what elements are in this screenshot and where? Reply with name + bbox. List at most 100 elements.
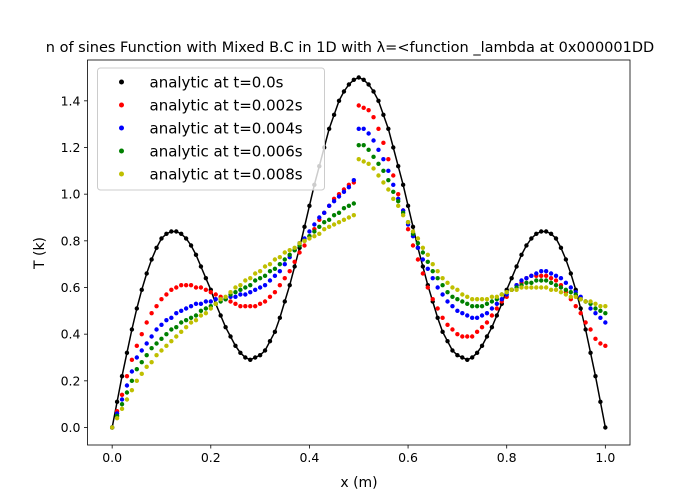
data-point bbox=[455, 308, 460, 314]
data-point bbox=[346, 215, 352, 220]
x-tick-label: 1.0 bbox=[595, 450, 615, 465]
data-point bbox=[524, 280, 529, 286]
data-point bbox=[208, 306, 213, 311]
data-point bbox=[573, 303, 578, 309]
data-point bbox=[548, 280, 554, 286]
data-point bbox=[396, 198, 401, 204]
x-axis-label: x (m) bbox=[340, 475, 377, 491]
data-point bbox=[519, 285, 524, 290]
data-point bbox=[371, 89, 376, 94]
chart-title: n of sines Function with Mixed B.C in 1D… bbox=[46, 40, 654, 56]
data-point bbox=[494, 301, 500, 307]
data-point bbox=[415, 240, 421, 246]
data-point bbox=[479, 303, 485, 309]
data-point bbox=[336, 98, 342, 104]
data-point bbox=[484, 296, 490, 302]
data-point bbox=[257, 268, 263, 274]
data-point bbox=[188, 315, 194, 321]
data-point bbox=[159, 236, 164, 241]
data-point bbox=[391, 173, 396, 178]
data-point bbox=[238, 287, 243, 293]
data-point bbox=[351, 177, 357, 183]
data-point bbox=[346, 82, 352, 87]
data-point bbox=[174, 324, 179, 330]
data-point bbox=[578, 296, 583, 302]
data-point bbox=[578, 306, 583, 311]
data-point bbox=[233, 289, 238, 295]
data-point bbox=[223, 294, 228, 300]
data-point bbox=[405, 219, 411, 225]
data-point bbox=[435, 268, 440, 274]
legend-label: analytic at t=0.008s bbox=[150, 166, 303, 184]
data-point bbox=[539, 285, 544, 290]
data-point bbox=[257, 275, 263, 281]
legend-label: analytic at t=0.006s bbox=[150, 143, 303, 161]
data-point bbox=[558, 245, 564, 251]
data-point bbox=[233, 301, 238, 307]
legend-marker bbox=[119, 125, 124, 131]
legend-marker bbox=[119, 148, 124, 154]
data-point bbox=[262, 282, 268, 288]
data-point bbox=[164, 231, 169, 237]
data-point bbox=[164, 317, 169, 323]
data-point bbox=[248, 303, 253, 309]
data-point bbox=[583, 320, 588, 325]
data-point bbox=[267, 268, 273, 274]
data-point bbox=[366, 82, 371, 87]
data-point bbox=[529, 280, 534, 286]
data-point bbox=[149, 310, 154, 316]
data-point bbox=[139, 331, 144, 337]
x-tick-label: 0.6 bbox=[398, 450, 418, 465]
data-point bbox=[603, 303, 608, 309]
data-point bbox=[198, 264, 204, 269]
data-point bbox=[208, 299, 213, 304]
y-tick-label: 0.0 bbox=[61, 420, 81, 435]
data-point bbox=[267, 261, 273, 267]
data-point bbox=[524, 275, 529, 281]
data-point bbox=[238, 282, 243, 288]
data-point bbox=[469, 355, 475, 360]
data-point bbox=[351, 201, 357, 206]
data-point bbox=[336, 210, 342, 216]
data-point bbox=[307, 229, 312, 234]
data-point bbox=[509, 275, 514, 281]
data-point bbox=[183, 282, 189, 288]
data-point bbox=[198, 313, 204, 318]
data-point bbox=[312, 222, 317, 227]
data-point bbox=[183, 236, 189, 241]
data-point bbox=[534, 271, 539, 276]
legend-label: analytic at t=0.0s bbox=[150, 74, 284, 92]
data-point bbox=[317, 224, 322, 230]
data-point bbox=[208, 289, 213, 295]
data-point bbox=[489, 306, 495, 311]
data-point bbox=[129, 378, 135, 384]
data-point bbox=[361, 142, 366, 148]
data-point bbox=[474, 315, 480, 321]
data-point bbox=[129, 327, 135, 332]
data-point bbox=[282, 275, 287, 281]
data-point bbox=[391, 182, 396, 188]
data-point bbox=[469, 296, 475, 302]
data-point bbox=[193, 252, 199, 258]
data-point bbox=[341, 89, 347, 94]
data-point bbox=[499, 296, 504, 302]
data-point bbox=[114, 399, 120, 405]
data-point bbox=[193, 301, 199, 307]
data-point bbox=[144, 341, 149, 346]
data-point bbox=[267, 338, 273, 344]
data-point bbox=[494, 294, 500, 300]
data-point bbox=[484, 334, 490, 339]
data-point bbox=[361, 126, 366, 132]
data-point bbox=[460, 334, 465, 339]
data-point bbox=[465, 294, 470, 300]
data-point bbox=[154, 303, 159, 309]
data-point bbox=[469, 315, 475, 321]
data-point bbox=[440, 292, 445, 297]
data-point bbox=[129, 387, 135, 393]
data-point bbox=[371, 166, 376, 171]
data-point bbox=[356, 156, 361, 162]
data-point bbox=[356, 75, 361, 80]
data-point bbox=[139, 359, 144, 365]
data-point bbox=[287, 252, 292, 258]
